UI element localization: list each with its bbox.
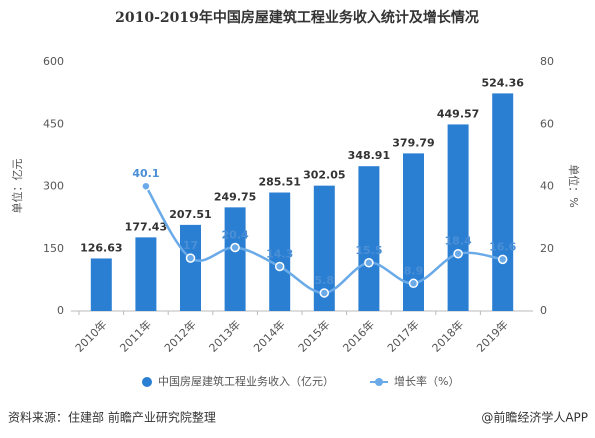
x-tick-label: 2014年 [250,317,287,354]
value-label: 126.63 [80,241,122,254]
value-label: 524.36 [481,76,524,89]
growth-point [319,288,330,298]
growth-point [274,261,285,272]
credit: @前瞻经济学人APP [481,410,588,425]
bar [135,237,157,311]
growth-label: 5.8 [315,274,335,287]
x-tick-label: 2015年 [295,317,332,354]
x-tick-label: 2019年 [473,317,510,354]
bar [447,124,469,311]
y2-tick-label: 40 [540,180,554,193]
bar [358,166,380,311]
growth-point [230,242,240,253]
value-label: 177.43 [125,220,167,233]
growth-point [141,181,151,191]
growth-point [453,248,463,259]
x-tick-label: 2012年 [161,317,198,354]
growth-label: 17 [183,239,198,252]
bar [313,185,335,311]
x-tick-label: 2016年 [340,317,377,354]
y-tick-label: 300 [43,180,64,193]
y2-tick-label: 80 [540,55,554,68]
legend-label: 中国房屋建筑工程业务收入（亿元） [158,374,334,388]
value-label: 285.51 [258,176,300,189]
y2-tick-label: 20 [540,242,554,255]
bar [90,258,112,311]
value-label: 302.05 [303,169,345,182]
x-tick-label: 2013年 [206,317,243,354]
y2-tick-label: 60 [540,117,554,130]
legend-label: 增长率（%） [394,374,459,388]
growth-label: 16.6 [489,240,516,253]
value-label: 379.79 [392,136,434,149]
growth-label: 15.5 [355,244,382,257]
x-tick-label: 2010年 [72,317,109,354]
y-tick-label: 150 [43,242,64,255]
y-axis-label: 单位：亿元 [10,159,24,214]
x-tick-label: 2018年 [429,317,466,354]
legend-swatch [142,377,152,387]
source: 资料来源：住建部 前瞻产业研究院整理 [8,410,216,425]
bar [403,153,424,311]
growth-label: 18.4 [445,235,472,248]
value-label: 449.57 [437,107,479,120]
growth-label: 14.3 [266,247,293,260]
legend-swatch [375,378,383,386]
chart-title: 2010-2019年中国房屋建筑工程业务收入统计及增长情况 [115,9,479,26]
bar [180,224,201,311]
bar [224,207,246,311]
value-label: 249.75 [214,190,256,203]
bar [492,93,514,312]
value-label: 207.51 [169,208,211,221]
y-tick-label: 0 [57,304,64,317]
y-tick-label: 600 [43,55,64,68]
bar [269,192,291,311]
value-label: 348.91 [348,149,390,162]
y-tick-label: 450 [43,117,64,130]
x-tick-label: 2017年 [384,317,421,354]
x-tick-label: 2011年 [117,317,154,354]
growth-label: 8.9 [404,264,424,277]
growth-point [497,254,508,265]
growth-point [408,278,419,289]
y2-tick-label: 0 [540,304,547,317]
growth-label: 40.1 [132,167,159,180]
y2-axis-label: 单位：% [567,164,581,207]
growth-point [364,258,374,268]
growth-label: 20.4 [222,229,249,242]
growth-point [185,253,196,263]
